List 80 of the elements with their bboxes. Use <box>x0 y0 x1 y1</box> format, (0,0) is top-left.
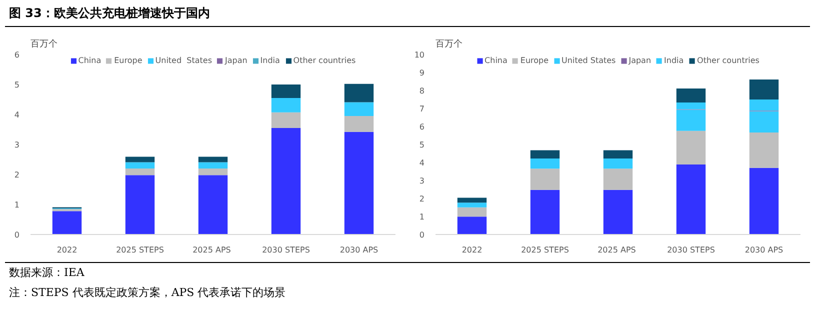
y-tick-label: 6 <box>14 50 20 60</box>
bar <box>125 175 155 234</box>
y-tick-label: 2 <box>14 170 20 180</box>
bar <box>530 150 560 159</box>
bar <box>271 98 301 112</box>
bar <box>676 130 706 164</box>
bar <box>344 116 374 132</box>
source-note: 数据来源：IEA <box>9 266 84 279</box>
bar <box>344 84 374 102</box>
y-tick-label: 9 <box>419 68 425 78</box>
y-tick-label: 5 <box>14 80 20 90</box>
y-tick-label: 10 <box>414 50 425 60</box>
y-tick-label: 6 <box>419 122 425 132</box>
y-tick-label: 3 <box>419 176 425 186</box>
bar <box>198 162 228 168</box>
bar <box>198 168 228 176</box>
bar <box>52 211 82 234</box>
bar <box>125 156 155 162</box>
y-tick-label: 2 <box>419 194 425 204</box>
bar <box>603 190 633 234</box>
x-tick-label: 2022 <box>56 246 78 254</box>
y-tick-label: 0 <box>14 230 20 240</box>
y-tick-label: 5 <box>419 140 425 150</box>
y-tick-label: 3 <box>14 140 20 150</box>
x-tick-label: 2025 APS <box>192 246 231 254</box>
x-tick-label: 2030 STEPS <box>667 246 715 254</box>
x-tick-label: 2030 APS <box>744 246 784 254</box>
bar <box>271 128 301 234</box>
text: 注：STEPS 代表既定政策方案，APS 代表承诺下的场景 <box>9 286 286 299</box>
bar <box>749 132 779 168</box>
bar <box>125 162 155 168</box>
legend-label: United States <box>155 56 212 65</box>
bar <box>125 168 155 176</box>
bar <box>530 158 560 169</box>
legend-label: India <box>664 56 684 65</box>
legend-label: Other countries <box>697 56 760 65</box>
bar <box>603 150 633 159</box>
legend-label: Europe <box>520 56 549 65</box>
legend-label: China <box>484 56 508 65</box>
legend-label: Europe <box>114 56 142 65</box>
y-tick-label: 8 <box>419 86 425 96</box>
bar <box>676 164 706 234</box>
bar <box>271 112 301 128</box>
x-tick-label: 2025 STEPS <box>116 246 164 254</box>
chart-title: 图 33：欧美公共充电桩增速快于国内 <box>9 5 210 22</box>
y-tick-label: 1 <box>419 212 425 222</box>
x-tick-label: 2022 <box>462 246 482 254</box>
legend-label: United States <box>562 56 616 65</box>
y-tick-label: 4 <box>419 158 425 168</box>
bar <box>603 158 633 169</box>
bar <box>457 216 487 234</box>
y-tick-label: 4 <box>14 110 20 120</box>
y-axis-title: 百万个 <box>30 38 58 50</box>
bar <box>749 168 779 234</box>
bar <box>603 168 633 190</box>
x-tick-label: 2030 APS <box>340 246 378 254</box>
bar <box>676 88 706 103</box>
legend-label: India <box>260 56 280 65</box>
legend-label: China <box>78 56 102 65</box>
bar <box>530 190 560 234</box>
legend-label: Japan <box>224 56 248 65</box>
legend-label: Japan <box>628 56 652 65</box>
x-tick-label: 2025 APS <box>598 246 636 254</box>
bar <box>198 175 228 234</box>
y-tick-label: 0 <box>419 230 425 240</box>
bar <box>457 207 487 217</box>
y-tick-label: 1 <box>14 200 20 210</box>
bar <box>457 198 487 203</box>
bar <box>344 132 374 234</box>
bar <box>271 84 301 98</box>
y-axis-title: 百万个 <box>436 38 462 50</box>
bar <box>457 202 487 208</box>
y-tick-label: 7 <box>419 104 425 114</box>
bar <box>749 80 779 100</box>
legend-label: Other countries <box>293 56 356 65</box>
bar <box>344 102 374 116</box>
bar <box>198 156 228 162</box>
x-tick-label: 2030 STEPS <box>262 246 310 254</box>
bar <box>530 168 560 190</box>
x-tick-label: 2025 STEPS <box>521 246 569 254</box>
